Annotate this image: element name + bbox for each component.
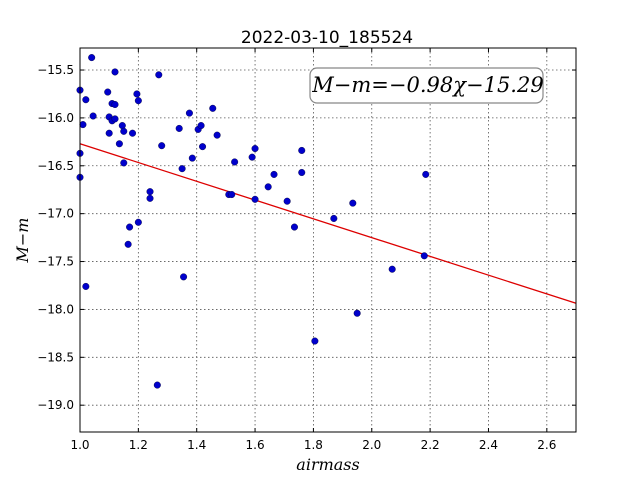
y-tick-label: −18.5 [37,350,74,364]
data-point [158,142,166,150]
y-tick-label: −16.5 [37,159,74,173]
data-point [120,127,128,135]
fit-line [79,143,577,304]
data-point [104,88,112,96]
annotation-box [309,67,544,104]
y-tick-label: −17.5 [37,255,74,269]
data-point [146,194,154,202]
x-tick-label: 2.0 [362,438,381,452]
y-tick-label: −16.0 [37,111,74,125]
data-point [188,154,196,162]
y-axis-label: M−m [13,218,32,264]
data-point [89,112,97,120]
data-point [231,158,239,166]
data-point [79,121,87,129]
data-point [199,143,207,151]
data-point [134,97,142,105]
data-point [185,109,193,117]
y-tick-label: −19.0 [37,398,74,412]
data-point [105,129,113,137]
data-point [133,90,141,98]
y-tick-label: −18.0 [37,302,74,316]
data-point [330,214,338,222]
data-point [115,140,123,148]
x-tick-label: 2.6 [537,438,556,452]
data-point [420,252,428,260]
data-point [290,223,298,231]
data-point [251,195,259,203]
y-tick-label: −15.5 [37,63,74,77]
data-point [111,100,119,108]
data-point [311,337,319,345]
plot-frame [79,47,577,433]
data-point [228,191,236,199]
data-point [251,145,259,153]
x-tick-label: 1.4 [187,438,206,452]
data-point [422,170,430,178]
data-point [155,71,163,79]
x-tick-label: 1.2 [129,438,148,452]
data-point [264,183,272,191]
data-point [82,96,90,104]
data-point [88,54,96,62]
data-point [118,122,126,130]
data-point [209,104,217,112]
data-point [213,131,221,139]
data-point [124,240,132,248]
chart-title: 2022-03-10_185524 [241,28,413,48]
data-point [178,165,186,173]
data-point [248,153,256,161]
data-point [134,218,142,226]
y-axis-ticks: −15.5 −16.0 −16.5 −17.0 −17.5 −18.0 −18.5 −19.0 [37,63,576,412]
data-point [197,122,205,130]
x-axis-ticks: 1.0 1.2 1.4 1.6 1.8 2.0 2.2 2.4 2.6 [70,48,556,452]
data-point [298,168,306,176]
x-axis-label: airmass [296,455,359,474]
annotation-text: M−m=−0.98χ−15.29 [311,73,543,97]
data-point [388,265,396,273]
y-tick-label: −17.0 [37,207,74,221]
x-tick-label: 2.2 [421,438,440,452]
data-point [153,381,161,389]
fit-annotation: M−m=−0.98χ−15.29 [309,67,544,104]
data-point [298,146,306,154]
data-point [283,197,291,205]
data-point [129,129,137,137]
data-point [82,282,90,290]
x-tick-label: 2.4 [479,438,498,452]
x-tick-label: 1.8 [304,438,323,452]
data-point [111,68,119,76]
grid [79,48,576,432]
data-point [111,115,119,123]
data-point [120,159,128,167]
data-point [126,223,134,231]
x-tick-label: 1.0 [70,438,89,452]
x-tick-label: 1.6 [246,438,265,452]
data-point [349,199,357,207]
data-point [146,188,154,196]
data-point [353,309,361,317]
data-point [175,124,183,132]
data-point [270,170,278,178]
fit-line-segment [79,143,577,304]
data-points [76,54,430,389]
data-point [180,273,188,281]
